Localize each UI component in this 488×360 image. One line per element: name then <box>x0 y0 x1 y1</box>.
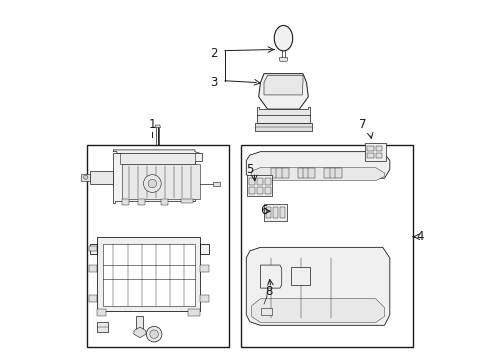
Bar <box>256 178 263 185</box>
Circle shape <box>146 327 162 342</box>
Text: 3: 3 <box>210 76 218 89</box>
Circle shape <box>149 330 158 338</box>
Circle shape <box>148 179 156 188</box>
Polygon shape <box>212 183 219 186</box>
Polygon shape <box>251 299 384 323</box>
Polygon shape <box>256 116 309 123</box>
Polygon shape <box>246 152 389 178</box>
Bar <box>248 187 255 194</box>
Polygon shape <box>200 265 209 272</box>
Text: 8: 8 <box>265 285 272 298</box>
Polygon shape <box>161 199 168 205</box>
Polygon shape <box>260 265 281 288</box>
Bar <box>366 153 373 158</box>
Polygon shape <box>155 125 160 127</box>
Polygon shape <box>90 237 209 311</box>
Polygon shape <box>200 295 209 302</box>
Polygon shape <box>279 58 287 61</box>
Bar <box>241 145 412 347</box>
Polygon shape <box>264 204 286 221</box>
Polygon shape <box>122 199 129 205</box>
Text: 4: 4 <box>416 230 423 243</box>
Polygon shape <box>290 267 309 284</box>
Bar <box>264 187 270 194</box>
Bar <box>256 187 263 194</box>
Ellipse shape <box>274 26 292 51</box>
Polygon shape <box>134 327 145 338</box>
Bar <box>248 178 255 185</box>
Text: 5: 5 <box>245 163 252 176</box>
Polygon shape <box>187 309 200 316</box>
Bar <box>375 153 381 158</box>
Polygon shape <box>122 164 200 199</box>
Polygon shape <box>88 295 97 302</box>
Bar <box>279 207 285 218</box>
Bar <box>86 145 228 347</box>
Polygon shape <box>297 168 315 178</box>
Polygon shape <box>136 316 143 334</box>
Text: 1: 1 <box>148 118 156 131</box>
Polygon shape <box>247 175 272 196</box>
Bar <box>272 207 277 218</box>
Polygon shape <box>251 168 384 181</box>
Polygon shape <box>324 168 341 178</box>
Polygon shape <box>81 174 90 181</box>
Polygon shape <box>181 199 193 203</box>
Text: 7: 7 <box>358 118 366 131</box>
Bar <box>375 145 381 151</box>
Polygon shape <box>97 322 108 332</box>
Polygon shape <box>113 150 200 162</box>
Bar <box>366 145 373 151</box>
Circle shape <box>143 175 161 192</box>
Text: 6: 6 <box>260 204 267 217</box>
Polygon shape <box>256 107 309 116</box>
Polygon shape <box>113 153 202 203</box>
Polygon shape <box>364 143 386 161</box>
Polygon shape <box>261 307 271 315</box>
Polygon shape <box>246 247 389 325</box>
Polygon shape <box>270 168 288 178</box>
Bar <box>265 207 270 218</box>
Polygon shape <box>120 153 195 164</box>
Polygon shape <box>90 171 113 184</box>
Bar <box>264 178 270 185</box>
Polygon shape <box>102 244 195 306</box>
Polygon shape <box>264 76 303 95</box>
Polygon shape <box>258 74 307 109</box>
Polygon shape <box>97 309 106 316</box>
Polygon shape <box>138 199 145 205</box>
Polygon shape <box>88 246 97 251</box>
Polygon shape <box>255 123 311 131</box>
Text: 2: 2 <box>210 46 218 60</box>
Polygon shape <box>88 265 97 272</box>
Circle shape <box>83 175 88 179</box>
